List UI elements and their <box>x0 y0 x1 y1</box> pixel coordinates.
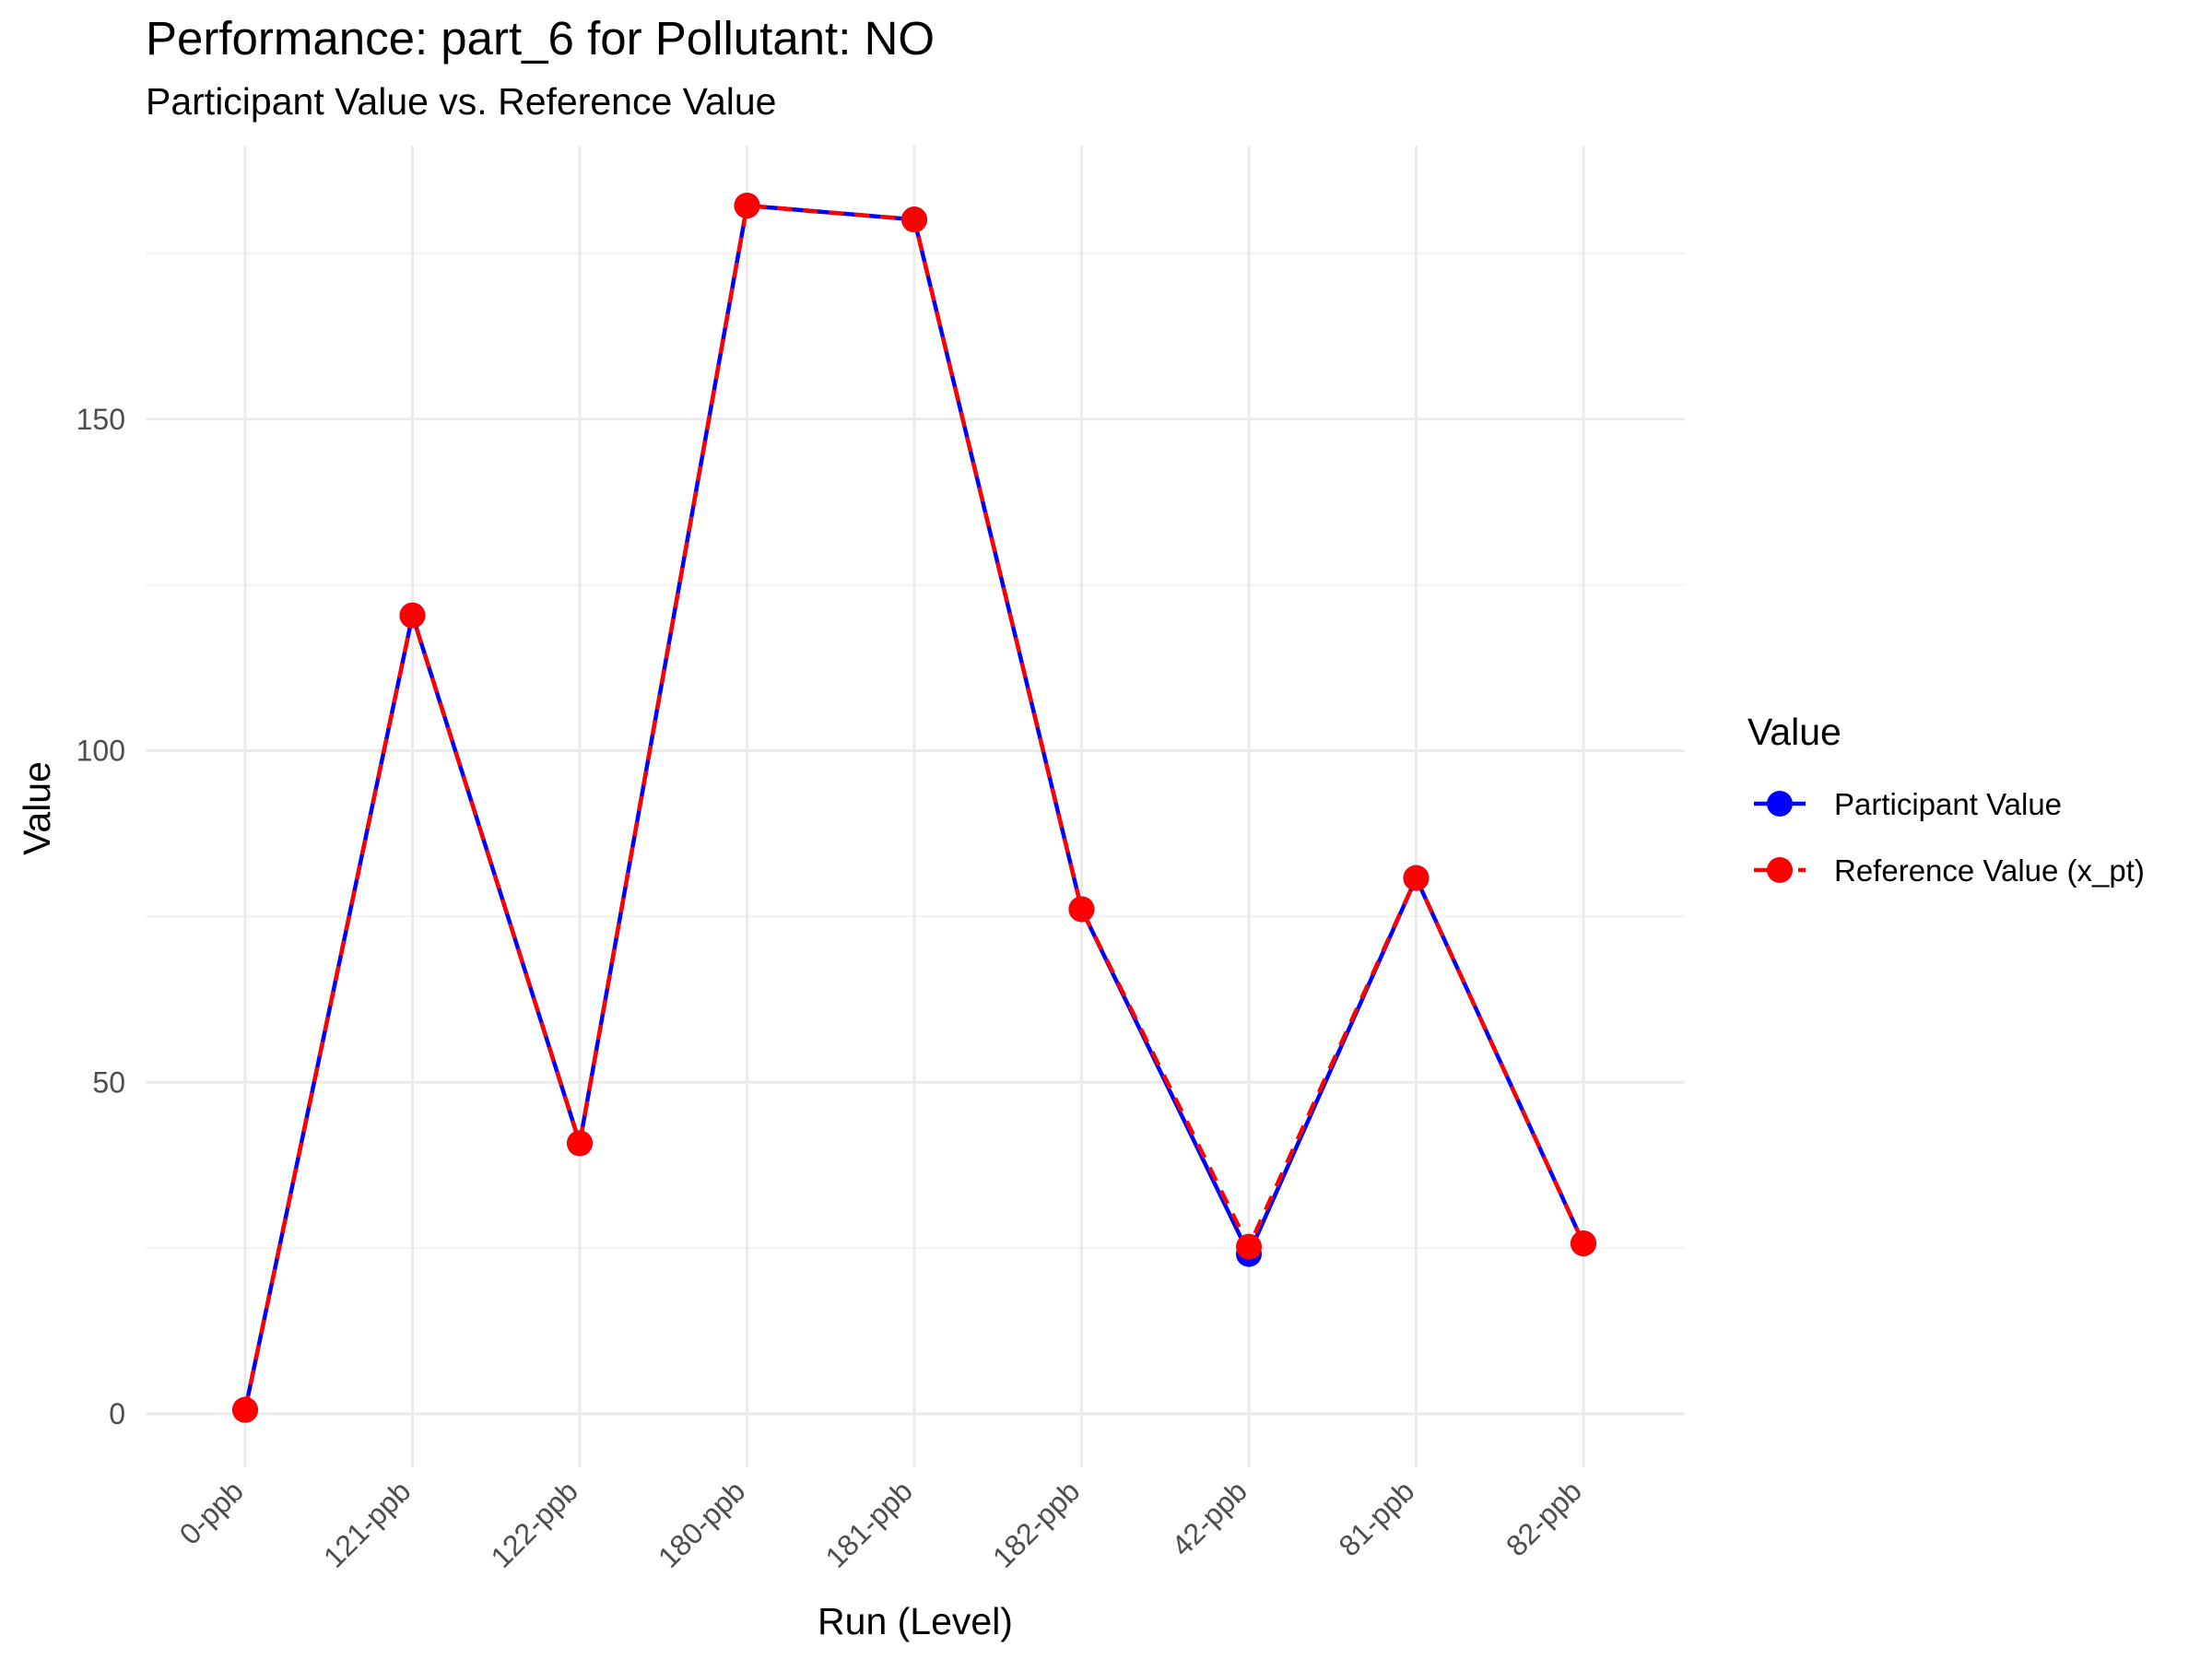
reference-point <box>1068 896 1095 923</box>
x-tick-label: 182-ppb <box>986 1474 1086 1573</box>
reference-point <box>901 206 927 233</box>
y-tick-label: 100 <box>76 735 125 768</box>
reference-point <box>1236 1233 1262 1260</box>
legend-label: Reference Value (x_pt) <box>1834 853 2145 888</box>
chart-title: Performance: part_6 for Pollutant: NO <box>146 12 935 65</box>
y-tick-label: 0 <box>109 1397 125 1430</box>
x-tick-label: 180-ppb <box>652 1474 751 1573</box>
x-axis-ticks: 0-ppb 121-ppb 122-ppb 180-ppb 181-ppb 182-ppb… <box>173 1474 1588 1573</box>
x-axis-title: Run (Level) <box>818 1600 1013 1642</box>
y-axis-ticks: 0 50 100 150 <box>76 403 125 1430</box>
x-tick-label: 81-ppb <box>1333 1474 1421 1562</box>
legend-key-point <box>1767 791 1793 817</box>
y-axis-title: Value <box>16 761 58 855</box>
legend: Value Participant Value Reference Value (… <box>1747 711 2145 888</box>
legend-label: Participant Value <box>1834 787 2062 821</box>
reference-point <box>734 193 760 219</box>
reference-point <box>1571 1230 1596 1257</box>
x-tick-label: 181-ppb <box>818 1474 918 1573</box>
legend-item-participant: Participant Value <box>1754 787 2062 821</box>
x-tick-label: 0-ppb <box>173 1474 250 1550</box>
x-tick-label: 122-ppb <box>484 1474 583 1573</box>
series-layer <box>232 193 1596 1423</box>
x-tick-label: 121-ppb <box>317 1474 417 1573</box>
chart-subtitle: Participant Value vs. Reference Value <box>146 80 776 123</box>
reference-point <box>399 602 426 629</box>
y-tick-label: 50 <box>92 1065 125 1099</box>
grid <box>146 146 1685 1467</box>
reference-point <box>1403 865 1430 891</box>
y-tick-label: 150 <box>76 403 125 436</box>
reference-point <box>567 1130 593 1157</box>
x-tick-label: 82-ppb <box>1500 1474 1588 1562</box>
legend-title: Value <box>1747 711 1841 753</box>
reference-point <box>232 1396 258 1423</box>
x-tick-label: 42-ppb <box>1165 1474 1253 1562</box>
legend-item-reference: Reference Value (x_pt) <box>1754 853 2145 888</box>
legend-key-point <box>1767 857 1793 883</box>
